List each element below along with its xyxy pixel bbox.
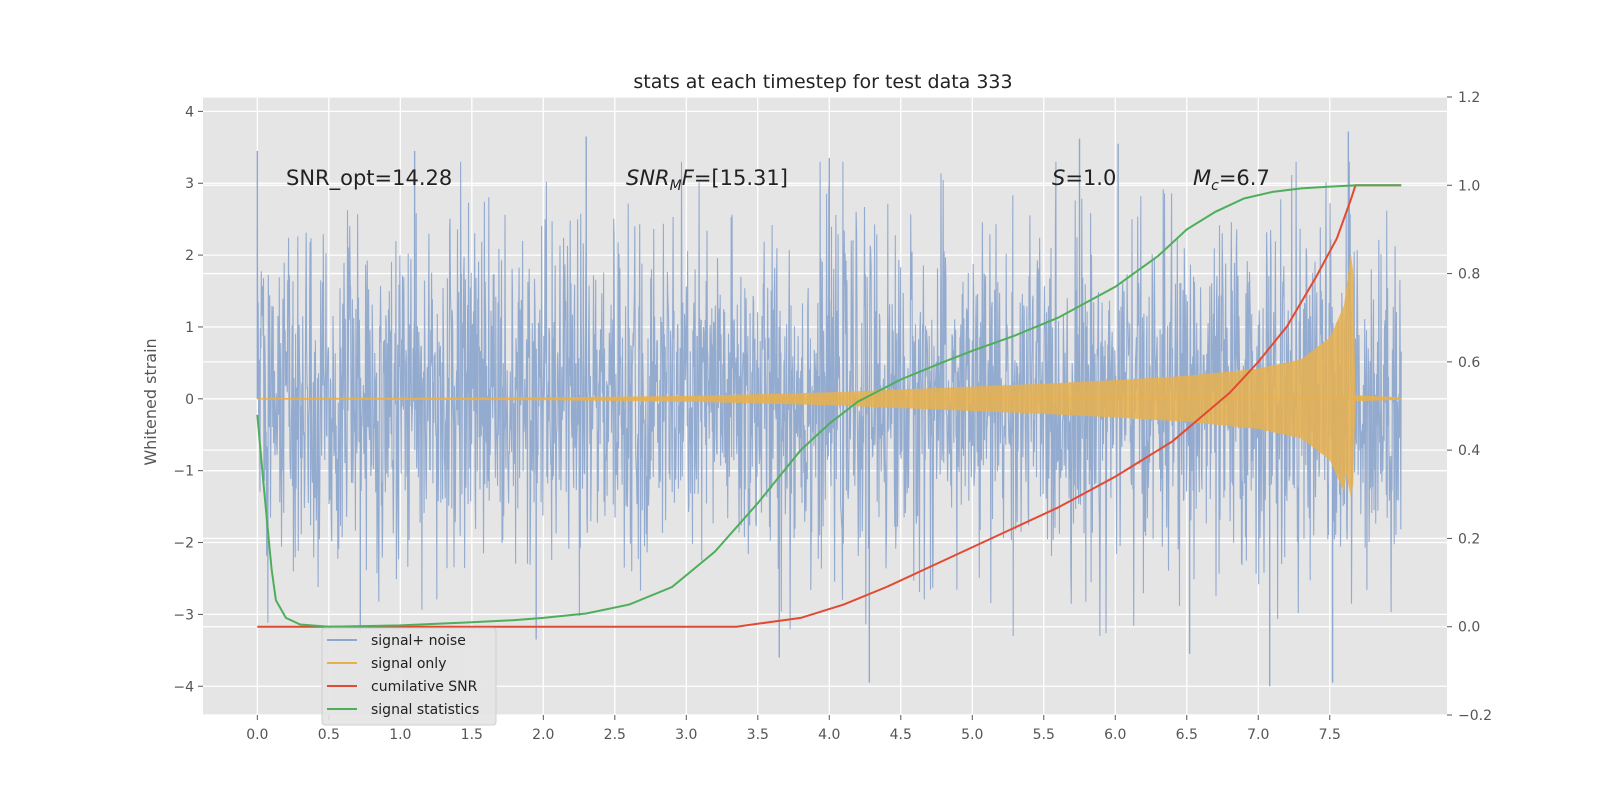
right-axis-lines <box>256 184 1402 628</box>
annotation-snr-mf: SNRMF=[15.31] <box>626 166 788 194</box>
x-tick-label: 4.0 <box>818 727 840 743</box>
legend-label-cumilative-snr: cumilative SNR <box>371 679 478 695</box>
legend-label-signal-statistics: signal statistics <box>371 702 479 718</box>
y-axis-title: Whitened strain <box>141 338 160 465</box>
y2-tick-label: −0.2 <box>1458 708 1492 724</box>
y-tick-label: 0 <box>185 392 194 408</box>
legend-entry-cumilative-snr: cumilative SNR <box>327 679 478 695</box>
annotation-s: S=1.0 <box>1052 166 1116 190</box>
signal-statistics-line <box>256 184 1402 628</box>
x-tick-label: 1.0 <box>389 727 411 743</box>
annotation-snr-mf-f: F <box>682 166 695 190</box>
x-tick-label: 0.0 <box>246 727 268 743</box>
x-tick-label: 5.0 <box>961 727 983 743</box>
x-tick-label: 6.5 <box>1176 727 1198 743</box>
y-tick-label: −4 <box>173 679 194 695</box>
legend-box <box>321 627 497 726</box>
cumilative-SNR-line <box>257 184 1402 628</box>
y2-tick-label: 1.2 <box>1458 90 1480 106</box>
y-tick-label: −2 <box>173 536 194 552</box>
annotation-snr-mf-value: =[15.31] <box>694 166 788 190</box>
y2-tick-label: 0.4 <box>1458 443 1480 459</box>
annotation-mc-sub: c <box>1211 178 1219 194</box>
legend: signal+ noise signal only cumilative SNR… <box>321 627 497 726</box>
x-tick-label: 3.0 <box>675 727 697 743</box>
annotation-snr-opt: SNR_opt=14.28 <box>286 166 452 191</box>
annotation-s-value: =1.0 <box>1065 166 1116 190</box>
legend-entry-signal-only: signal only <box>327 656 446 672</box>
x-tick-label: 4.5 <box>890 727 912 743</box>
y2-tick-label: 0.8 <box>1458 267 1480 283</box>
x-tick-label: 6.0 <box>1104 727 1126 743</box>
x-tick-label: 2.5 <box>604 727 626 743</box>
legend-entry-signal-noise: signal+ noise <box>327 633 466 649</box>
y2-tick-label: 1.0 <box>1458 178 1480 194</box>
axes: 0.0 0.5 1.0 1.5 2.0 2.5 3.0 3.5 4.0 4.5 5.0 5.5 6.0 6… <box>173 90 1492 743</box>
legend-label-signal-noise: signal+ noise <box>371 633 466 649</box>
annotation-mc-base: M <box>1193 166 1211 190</box>
legend-entry-signal-statistics: signal statistics <box>327 702 479 718</box>
annotation-snr-mf-base: SNR <box>626 166 670 190</box>
signal-only-series <box>257 253 1402 498</box>
annotation-s-base: S <box>1052 166 1065 190</box>
chart-title: stats at each timestep for test data 333 <box>633 71 1012 93</box>
y-tick-label: 2 <box>185 248 194 264</box>
legend-label-signal-only: signal only <box>371 656 446 672</box>
annotation-mc-value: =6.7 <box>1219 166 1270 190</box>
annotation-mc: Mc=6.7 <box>1193 166 1270 194</box>
y-tick-label: −3 <box>173 607 194 623</box>
x-tick-label: 5.5 <box>1033 727 1055 743</box>
x-tick-label: 2.0 <box>532 727 554 743</box>
y-tick-label: 4 <box>185 104 194 120</box>
y-tick-label: 3 <box>185 176 194 192</box>
x-tick-label: 7.0 <box>1247 727 1269 743</box>
y2-tick-label: 0.2 <box>1458 531 1480 547</box>
signal-noise-series <box>256 131 1402 687</box>
y2-tick-label: 0.0 <box>1458 620 1480 636</box>
y-tick-label: −1 <box>173 464 194 480</box>
x-tick-label: 3.5 <box>747 727 769 743</box>
x-tick-label: 7.5 <box>1319 727 1341 743</box>
x-tick-label: 1.5 <box>461 727 483 743</box>
signal-noise-trace <box>256 161 1402 637</box>
annotation-snr-mf-sub: M <box>670 178 682 194</box>
y2-tick-label: 0.6 <box>1458 355 1480 371</box>
x-tick-label: 0.5 <box>318 727 340 743</box>
y-tick-label: 1 <box>185 320 194 336</box>
